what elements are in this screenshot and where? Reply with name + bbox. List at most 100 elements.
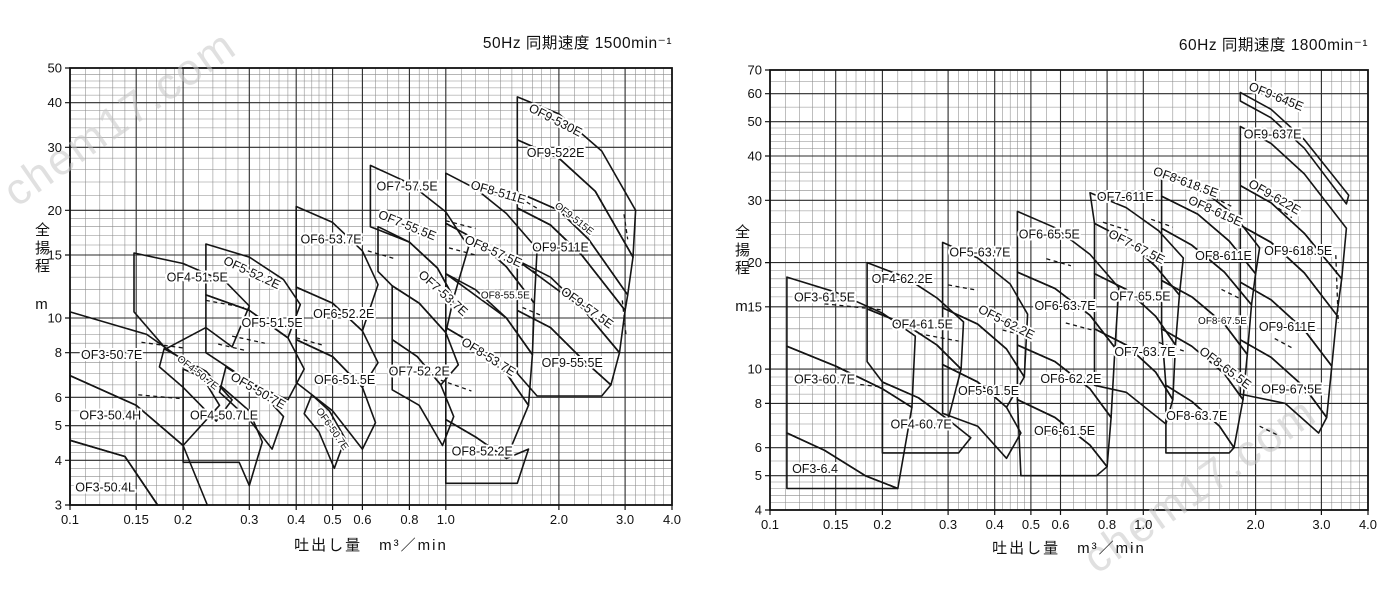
chart-title-60hz: 60Hz 同期速度 1800min⁻¹: [1178, 37, 1368, 54]
pump-region-OF5-63.7E: [941, 241, 1029, 378]
pump-region-label: OF5-63.7E: [949, 246, 1010, 260]
pump-region-label: OF6-63.7E: [1034, 299, 1095, 313]
pump-region-label: OF7-65.5E: [1109, 289, 1170, 303]
x-tick-label: 0.4: [287, 512, 305, 527]
pump-region-label: OF6-53.7E: [300, 233, 361, 247]
y-tick-label: 15: [748, 299, 762, 314]
y-tick-label: 20: [48, 203, 62, 218]
x-tick-label: 0.2: [873, 517, 891, 532]
pump-region-OF4-50.7LE: [182, 368, 264, 487]
tick-marks: [765, 69, 1369, 515]
pump-region-label: OF8-52.2E: [452, 444, 513, 458]
x-tick-label: 2.0: [1247, 517, 1265, 532]
pump-region-OF3-50.4L: [69, 439, 159, 506]
plot-frame: [769, 69, 1369, 511]
y-tick-label: 10: [748, 362, 762, 377]
pump-region-OF8-611E: [1160, 227, 1253, 356]
dashed-divider: [1259, 425, 1279, 436]
x-tick-label: 0.1: [761, 517, 779, 532]
pump-region-OF3-50.7E: [69, 311, 221, 447]
dashed-divider: [520, 197, 539, 210]
y-tick-label: 40: [48, 95, 62, 110]
dashed-divider: [1158, 341, 1187, 353]
plot-frame: [69, 67, 673, 506]
pump-region-OF7-57.5E: [369, 164, 470, 299]
pump-region-label: OF9-67.5E: [1261, 383, 1322, 397]
pump-region-OF5-61.5E: [941, 363, 1022, 460]
pump-region-label: OF9-522E: [527, 146, 585, 160]
pump-region-label: OF9-637E: [1244, 128, 1302, 142]
y-tick-label: 30: [748, 193, 762, 208]
dashed-divider: [1102, 221, 1130, 232]
dashed-divider: [1214, 197, 1235, 209]
y-tick-label: 5: [755, 468, 762, 483]
pump-region-OF6-50.7E: [303, 394, 346, 470]
pump-region-OF9-57.5E: [516, 259, 621, 386]
pump-region-OF6-63.7E: [1016, 271, 1116, 419]
x-tick-label: 1.0: [1134, 517, 1152, 532]
dashed-divider: [1274, 338, 1293, 349]
pump-region-label: OF4-60.7E: [891, 417, 952, 431]
y-tick-label: 8: [755, 396, 762, 411]
y-tick-label: 4: [55, 453, 62, 468]
pump-region-label: OF7-63.7E: [1114, 345, 1175, 359]
pump-region-OF8-511E: [445, 172, 538, 304]
pump-region-OF9-530E: [516, 96, 637, 258]
pump-region-label: OF9-618.5E: [1264, 244, 1332, 258]
pump-region-label: OF9-611E: [1259, 320, 1316, 334]
dashed-divider: [918, 332, 959, 342]
pump-region-OF4-51.5E: [133, 252, 251, 350]
pump-region-label: OF7-57.5E: [377, 179, 438, 193]
pump-region-label: OF6-61.5E: [1034, 424, 1095, 438]
pump-region-label: OF3-60.7E: [794, 372, 855, 386]
pump-region-label: OF8-57.5E: [463, 232, 525, 270]
x-tick-label: 2.0: [550, 512, 568, 527]
x-tick-label: 0.3: [939, 517, 957, 532]
pump-region-label: OF7-67.5E: [1106, 227, 1167, 267]
pump-region-label: OF9-530E: [527, 101, 585, 140]
pump-region-OF9-645E: [1239, 91, 1350, 205]
pump-region-label: OF3-50.4L: [75, 480, 135, 494]
dashed-divider: [367, 250, 397, 260]
y-tick-label: 10: [48, 310, 62, 325]
y-tick-label: 6: [55, 390, 62, 405]
dashed-divider: [1065, 322, 1093, 331]
x-tick-label: 4.0: [1359, 517, 1377, 532]
x-tick-label: 0.8: [1098, 517, 1116, 532]
y-axis-label-50hz: 全揚程 m: [33, 222, 50, 316]
pump-region-label: OF4-51.5E: [167, 271, 228, 285]
y-tick-label: 30: [48, 140, 62, 155]
pump-region-OF7-611E: [1089, 192, 1185, 296]
x-tick-label: 0.15: [124, 512, 149, 527]
pump-region-label: OF7-53.7E: [416, 268, 471, 319]
pump-region-OF6-65.5E: [1016, 210, 1120, 349]
pump-region-label: OF5-51.5E: [242, 316, 303, 330]
dashed-divider: [947, 284, 978, 291]
x-axis-label-50hz: 吐出し量 m³／min: [294, 537, 448, 554]
dashed-divider: [448, 247, 476, 256]
x-tick-label: 0.15: [823, 517, 848, 532]
y-tick-label: 4: [755, 503, 762, 518]
pump-region-label: OF8-611E: [1195, 249, 1252, 263]
pump-region-OF4-50.7E: [158, 348, 233, 422]
x-tick-label: 0.6: [1051, 517, 1069, 532]
pump-region-label: OF4-50.7LE: [190, 408, 258, 422]
x-tick-label: 0.1: [61, 512, 79, 527]
y-tick-label: 5: [55, 418, 62, 433]
y-tick-label: 15: [48, 248, 62, 263]
pump-region-label: OF6-65.5E: [1019, 227, 1080, 241]
pump-region-label: OF3-50.7E: [81, 348, 142, 362]
x-tick-label: 0.3: [240, 512, 258, 527]
x-tick-label: 0.5: [1022, 517, 1040, 532]
dashed-divider: [1335, 255, 1339, 324]
x-tick-label: 0.4: [986, 517, 1004, 532]
x-tick-label: 0.2: [174, 512, 192, 527]
x-tick-label: 0.8: [400, 512, 418, 527]
y-tick-label: 50: [748, 114, 762, 129]
pump-region-label: OF6-62.2E: [1040, 372, 1101, 386]
pump-region-OF8-55.5E: [445, 272, 534, 407]
y-tick-label: 40: [748, 149, 762, 164]
dashed-divider: [218, 343, 247, 352]
watermark: chem17.com: [0, 20, 245, 216]
